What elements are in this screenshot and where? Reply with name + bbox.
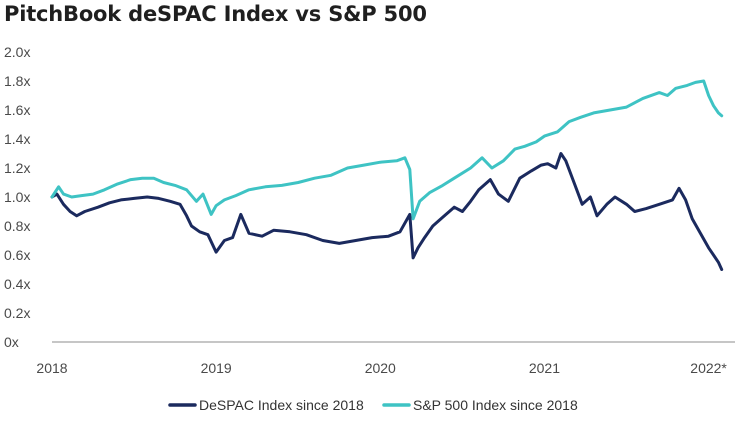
y-tick-label: 0.4x <box>4 276 30 292</box>
x-tick-label: 2019 <box>201 360 232 376</box>
y-tick-label: 1.4x <box>4 131 30 147</box>
y-tick-label: 1.8x <box>4 73 30 89</box>
sp500-index-line <box>50 79 724 221</box>
x-tick-label: 2021 <box>529 360 560 376</box>
chart-title: PitchBook deSPAC Index vs S&P 500 <box>4 2 427 26</box>
y-tick-label: 1.2x <box>4 160 30 176</box>
legend-label-despac: DeSPAC Index since 2018 <box>199 397 364 413</box>
y-tick-label: 0.8x <box>4 218 30 234</box>
y-tick-label: 0.6x <box>4 247 30 263</box>
legend-label-sp500: S&P 500 Index since 2018 <box>413 397 578 413</box>
legend: DeSPAC Index since 2018 S&P 500 Index si… <box>168 397 578 413</box>
y-tick-label: 1.6x <box>4 102 30 118</box>
x-tick-label: 2020 <box>365 360 396 376</box>
y-tick-label: 1.0x <box>4 189 30 205</box>
y-tick-label: 0.2x <box>4 305 30 321</box>
y-tick-label: 0x <box>4 334 19 350</box>
x-tick-label: 2022* <box>690 360 727 376</box>
plot-lines <box>50 79 724 271</box>
y-tick-label: 2.0x <box>4 44 30 60</box>
x-axis: 2018 2019 2020 2021 2022* <box>36 360 727 376</box>
x-tick-label: 2018 <box>36 360 67 376</box>
y-axis: 0x 0.2x 0.4x 0.6x 0.8x 1.0x 1.2x 1.4x 1.6x 1.8x 2.… <box>4 44 30 350</box>
despac-index-line <box>50 152 724 271</box>
